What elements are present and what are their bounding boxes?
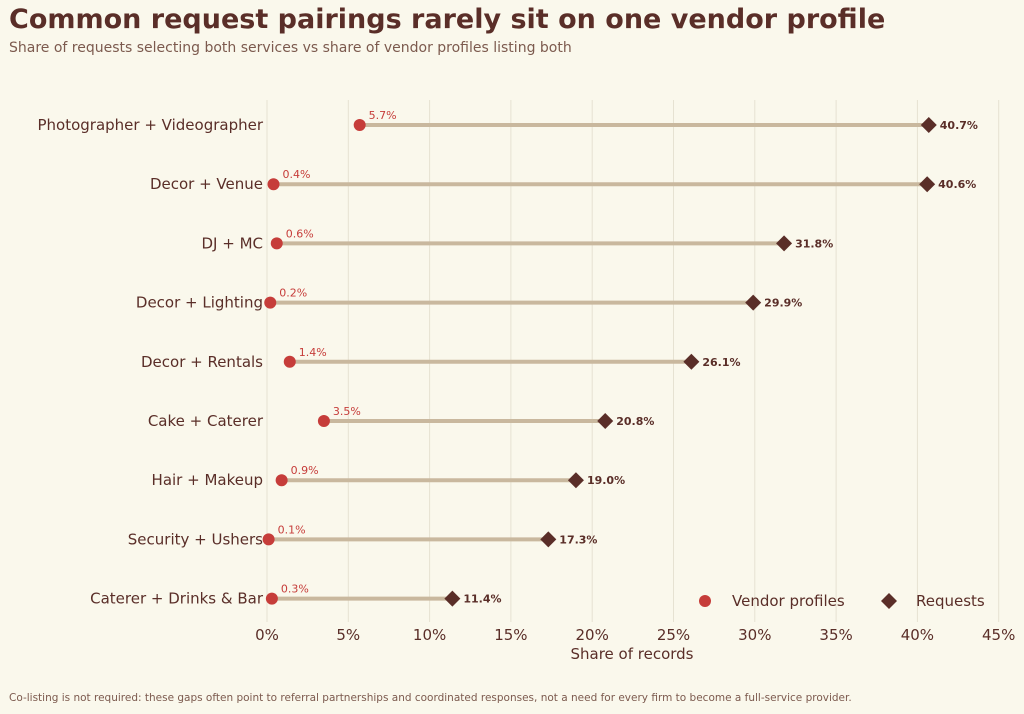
request-point — [776, 235, 793, 252]
vendor-value-label: 3.5% — [333, 405, 361, 418]
request-point — [919, 176, 936, 193]
request-point — [920, 117, 937, 133]
x-tick-label: 20% — [576, 626, 609, 644]
request-value-label: 26.1% — [702, 356, 740, 369]
category-label: Decor + Lighting — [136, 294, 263, 312]
request-value-label: 17.3% — [559, 533, 597, 546]
category-label: Decor + Venue — [150, 175, 263, 193]
category-label: Cake + Caterer — [148, 412, 264, 430]
vendor-value-label: 0.3% — [281, 583, 309, 596]
request-point — [683, 353, 700, 370]
vendor-value-label: 0.9% — [291, 464, 319, 477]
x-tick-label: 30% — [738, 626, 771, 644]
vendor-profile-point — [264, 296, 277, 309]
category-label: Photographer + Videographer — [37, 116, 263, 134]
request-value-label: 19.0% — [587, 474, 625, 487]
category-label: Decor + Rentals — [141, 353, 263, 371]
request-point — [597, 413, 614, 429]
vendor-profile-point — [265, 592, 278, 605]
x-tick-label: 40% — [901, 626, 934, 644]
x-axis-label: Share of records — [570, 645, 693, 663]
vendor-value-label: 1.4% — [299, 346, 327, 359]
vendor-profile-point — [267, 178, 280, 191]
category-label: Security + Ushers — [128, 530, 263, 548]
chart-title: Common request pairings rarely sit on on… — [9, 4, 886, 35]
x-tick-label: 15% — [494, 626, 527, 644]
category-label: Caterer + Drinks & Bar — [90, 590, 264, 608]
vendor-profile-point — [270, 237, 283, 250]
vendor-value-label: 0.1% — [278, 523, 306, 536]
chart-subtitle: Share of requests selecting both service… — [9, 40, 572, 56]
vendor-profile-point — [283, 355, 296, 368]
request-point — [540, 531, 557, 548]
x-tick-label: 0% — [255, 626, 279, 644]
vendor-profile-point — [317, 415, 330, 427]
legend-requests-label: Requests — [916, 592, 985, 610]
request-point — [745, 294, 762, 311]
vendor-profile-point — [262, 533, 275, 546]
request-value-label: 11.4% — [463, 593, 501, 606]
legend-vendor-label: Vendor profiles — [732, 592, 845, 610]
request-value-label: 29.9% — [764, 297, 802, 310]
request-value-label: 40.6% — [938, 178, 976, 191]
x-tick-label: 35% — [819, 626, 852, 644]
vendor-value-label: 0.6% — [286, 227, 314, 240]
category-label: DJ + MC — [202, 234, 264, 252]
footnote: Co-listing is not required: these gaps o… — [9, 692, 852, 704]
x-tick-label: 5% — [336, 626, 360, 644]
vendor-profile-point — [353, 119, 366, 131]
category-label: Hair + Makeup — [152, 471, 263, 489]
request-value-label: 40.7% — [940, 119, 978, 132]
x-tick-label: 25% — [657, 626, 690, 644]
request-value-label: 31.8% — [795, 237, 833, 250]
legend-vendor-marker — [699, 595, 711, 607]
x-tick-label: 10% — [413, 626, 446, 644]
x-tick-label: 45% — [982, 626, 1015, 644]
vendor-value-label: 5.7% — [369, 109, 397, 122]
request-point — [444, 590, 461, 607]
vendor-profile-point — [275, 474, 288, 487]
request-point — [567, 472, 584, 489]
legend-requests-marker — [881, 593, 897, 609]
request-value-label: 20.8% — [616, 415, 654, 428]
vendor-value-label: 0.4% — [283, 168, 311, 181]
vendor-value-label: 0.2% — [279, 287, 307, 300]
